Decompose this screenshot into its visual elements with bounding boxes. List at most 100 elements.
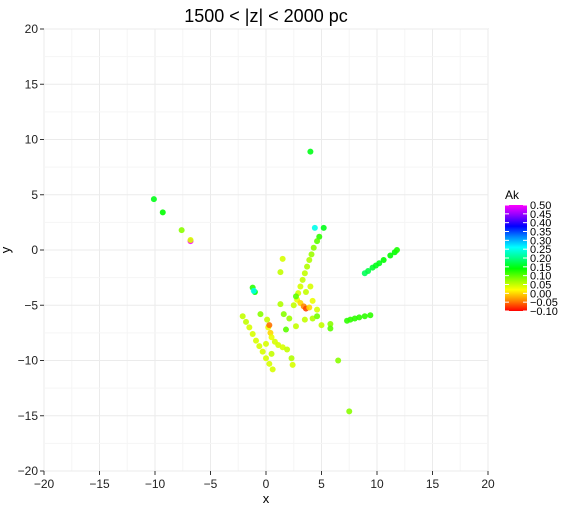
data-point <box>311 224 318 231</box>
data-point <box>301 316 308 323</box>
data-point <box>297 283 304 290</box>
data-point <box>150 196 157 203</box>
data-point <box>309 315 316 322</box>
data-point <box>307 283 314 290</box>
data-point <box>269 366 276 373</box>
x-tick-label: 5 <box>318 477 325 491</box>
legend-title: Ak <box>505 188 520 202</box>
data-point <box>259 348 266 355</box>
data-point <box>290 302 297 309</box>
data-point <box>239 313 246 320</box>
data-point <box>264 316 271 323</box>
data-point <box>346 408 353 415</box>
data-point <box>356 314 363 321</box>
x-tick-label: 0 <box>263 477 270 491</box>
data-point <box>380 256 387 263</box>
data-point <box>301 270 308 277</box>
x-tick-label: 10 <box>370 477 384 491</box>
y-axis-title: y <box>0 246 13 253</box>
data-point <box>268 350 275 357</box>
data-point <box>314 306 321 313</box>
legend-label: 0.45 <box>530 209 551 221</box>
data-point <box>288 355 295 362</box>
data-point <box>266 322 273 329</box>
color-legend: Ak 0.500.450.400.350.300.250.200.150.100… <box>505 188 558 318</box>
data-point <box>159 209 166 216</box>
x-axis-title: x <box>263 491 270 506</box>
data-point <box>367 312 374 319</box>
legend-label: 0.50 <box>530 200 551 212</box>
y-tick-label: 10 <box>25 133 39 147</box>
data-point <box>335 357 342 364</box>
legend-labels: 0.500.450.400.350.300.250.200.150.100.05… <box>505 200 558 318</box>
data-point <box>302 288 309 295</box>
y-tick-label: 20 <box>25 22 39 36</box>
data-point <box>306 256 313 263</box>
data-points <box>150 148 400 415</box>
x-tick-label: −5 <box>204 477 218 491</box>
data-point <box>243 318 250 325</box>
data-point <box>268 334 275 341</box>
data-point <box>279 255 286 262</box>
data-point <box>292 293 299 300</box>
data-point <box>279 344 286 351</box>
data-point <box>365 267 372 274</box>
data-point <box>256 343 263 350</box>
legend-label: 0.35 <box>530 227 551 239</box>
legend-label: 0.05 <box>530 280 551 292</box>
data-point <box>266 360 273 367</box>
data-point <box>263 355 269 362</box>
data-point <box>327 325 334 332</box>
x-tick-label: −10 <box>145 477 166 491</box>
data-point <box>277 301 284 308</box>
data-point <box>309 297 316 304</box>
data-point <box>178 227 185 234</box>
legend-label: 0.25 <box>530 244 551 256</box>
grid-lines <box>43 28 489 472</box>
legend-label: −0.10 <box>530 306 558 318</box>
data-point <box>306 304 313 311</box>
y-tick-label: 5 <box>31 188 38 202</box>
data-point <box>316 233 323 240</box>
data-point <box>263 340 269 347</box>
data-point <box>187 237 194 244</box>
y-tick-label: −5 <box>24 298 38 312</box>
data-point <box>257 311 264 318</box>
data-point <box>376 260 383 267</box>
data-point <box>277 269 284 276</box>
data-point <box>393 247 400 253</box>
legend-label: 0.30 <box>530 235 551 247</box>
legend-label: 0.20 <box>530 253 551 265</box>
data-point <box>253 337 260 344</box>
x-tick-label: −20 <box>34 477 55 491</box>
legend-label: 0.15 <box>530 262 551 274</box>
x-tick-label: 20 <box>481 477 495 491</box>
x-tick-label: 15 <box>426 477 440 491</box>
chart-title: 1500 < |z| < 2000 pc <box>184 6 347 26</box>
data-point <box>387 252 394 259</box>
legend-label: 0.40 <box>530 218 551 230</box>
data-point <box>280 311 287 318</box>
data-point <box>361 313 368 320</box>
x-axis-ticks: −20 −15 −10 −5 0 5 10 15 20 <box>34 471 495 491</box>
data-point <box>308 251 315 258</box>
legend-colorbar <box>505 205 527 311</box>
y-tick-label: 15 <box>25 77 39 91</box>
legend-label: −0.05 <box>530 297 558 309</box>
data-point <box>275 342 282 349</box>
data-point <box>314 238 321 245</box>
data-point <box>327 321 334 328</box>
data-point <box>292 323 299 330</box>
data-point <box>314 313 321 320</box>
x-tick-label: −15 <box>89 477 110 491</box>
data-point <box>284 346 291 353</box>
data-point <box>307 148 314 155</box>
data-point <box>249 330 256 337</box>
data-point <box>286 315 293 322</box>
data-point <box>310 244 317 251</box>
data-point <box>282 326 289 333</box>
legend-label: 0.00 <box>530 288 551 300</box>
data-point <box>246 324 253 331</box>
y-tick-label: −15 <box>18 409 39 423</box>
